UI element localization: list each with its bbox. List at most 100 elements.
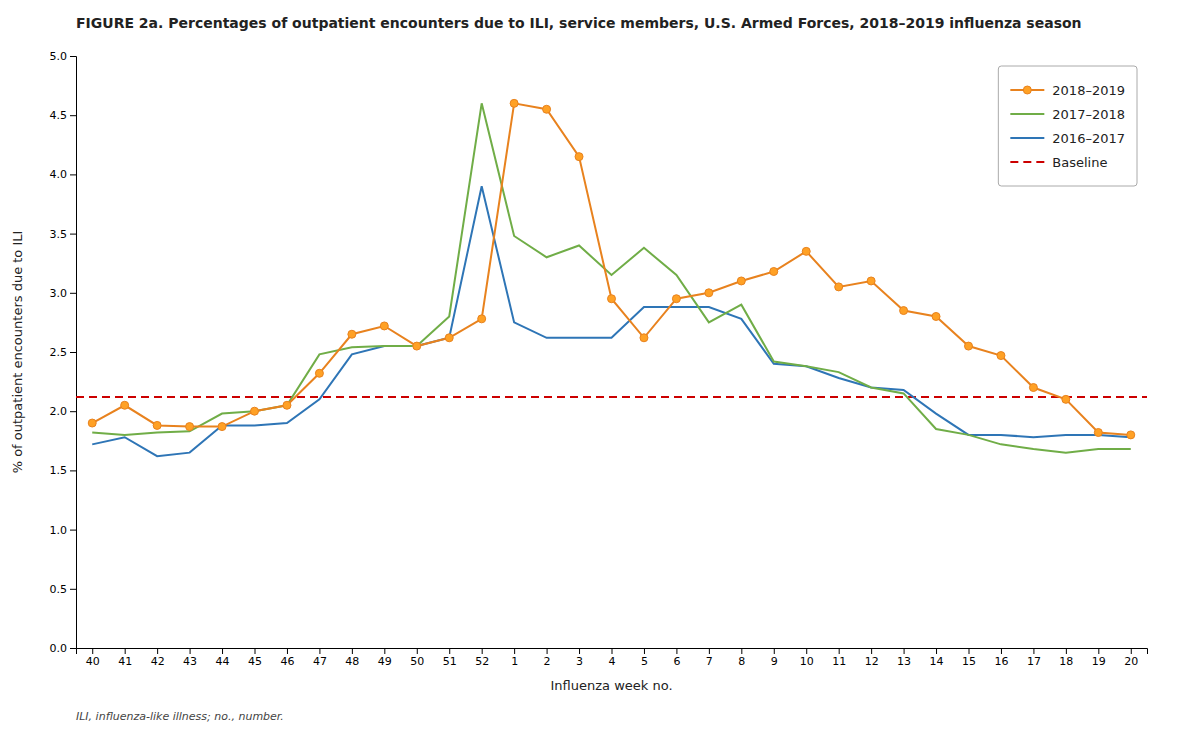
point xyxy=(802,247,810,255)
x-tick-mark xyxy=(255,648,256,654)
series-group xyxy=(92,186,1131,456)
point xyxy=(867,277,875,285)
x-tick-label: 52 xyxy=(475,655,489,668)
point xyxy=(218,423,226,431)
y-tick-mark xyxy=(70,648,76,649)
x-tick-mark xyxy=(871,648,872,654)
x-tick-label: 1 xyxy=(511,655,518,668)
x-tick-label: 40 xyxy=(86,655,100,668)
marks xyxy=(76,99,1147,456)
point xyxy=(413,342,421,350)
x-tick: 44 xyxy=(216,648,230,668)
y-tick: 2.0 xyxy=(50,405,77,418)
x-tick: 43 xyxy=(183,648,197,668)
x-tick-mark xyxy=(806,648,807,654)
x-tick-mark xyxy=(157,648,158,654)
x-tick-mark xyxy=(969,648,970,654)
x-tick-label: 7 xyxy=(706,655,713,668)
point xyxy=(1029,384,1037,392)
x-tick: 51 xyxy=(443,648,457,668)
y-tick-mark xyxy=(70,470,76,471)
series-line xyxy=(92,103,1131,435)
legend-swatch xyxy=(1010,161,1044,163)
footnote: ILI, influenza-like illness; no., number… xyxy=(76,710,284,723)
y-tick-label: 2.0 xyxy=(50,405,68,418)
x-axis: 4041424344454647484950515212345678910111… xyxy=(77,648,1148,668)
y-tick: 1.0 xyxy=(50,524,77,537)
y-tick-mark xyxy=(70,530,76,531)
x-tick: 18 xyxy=(1059,648,1073,668)
legend: 2018–20192017–20182016–2017Baseline xyxy=(998,66,1137,186)
y-tick: 4.0 xyxy=(50,168,77,181)
point xyxy=(835,283,843,291)
point xyxy=(186,423,194,431)
x-tick-mark xyxy=(676,648,677,654)
legend-entry: Baseline xyxy=(1010,155,1107,170)
x-tick: 50 xyxy=(410,648,424,668)
x-tick: 40 xyxy=(86,648,100,668)
y-tick: 0.5 xyxy=(50,583,77,596)
x-tick: 19 xyxy=(1092,648,1106,668)
x-tick-label: 5 xyxy=(641,655,648,668)
y-tick: 0.0 xyxy=(50,642,77,655)
x-tick-mark xyxy=(1098,648,1099,654)
x-tick: 15 xyxy=(962,648,976,668)
x-tick-mark xyxy=(741,648,742,654)
y-tick-label: 4.0 xyxy=(50,168,68,181)
point xyxy=(88,419,96,427)
legend-box xyxy=(998,66,1137,186)
y-tick-label: 1.0 xyxy=(50,524,68,537)
y-tick-mark xyxy=(70,352,76,353)
x-tick: 20 xyxy=(1124,648,1138,668)
legend-label: Baseline xyxy=(1052,155,1107,170)
y-tick: 3.0 xyxy=(50,287,77,300)
point xyxy=(770,267,778,275)
x-tick-label: 49 xyxy=(378,655,392,668)
point xyxy=(575,153,583,161)
x-tick-label: 4 xyxy=(609,655,616,668)
x-tick-label: 19 xyxy=(1092,655,1106,668)
point xyxy=(608,295,616,303)
x-tick-label: 44 xyxy=(216,655,230,668)
x-tick: 42 xyxy=(151,648,165,668)
y-tick: 3.5 xyxy=(50,228,77,241)
y-tick-label: 4.5 xyxy=(50,109,68,122)
x-tick-label: 46 xyxy=(280,655,294,668)
y-tick: 1.5 xyxy=(50,464,77,477)
x-tick: 41 xyxy=(118,648,132,668)
x-tick: 10 xyxy=(800,648,814,668)
baseline xyxy=(76,396,1147,398)
x-tick-label: 45 xyxy=(248,655,262,668)
y-tick: 2.5 xyxy=(50,346,77,359)
x-tick-label: 10 xyxy=(800,655,814,668)
title: FIGURE 2a. Percentages of outpatient enc… xyxy=(76,15,1082,31)
x-tick-mark xyxy=(449,648,450,654)
y-tick-label: 3.5 xyxy=(50,228,68,241)
series-line xyxy=(92,186,1131,456)
point xyxy=(1062,395,1070,403)
x-tick-label: 47 xyxy=(313,655,327,668)
x-tick-mark xyxy=(1066,648,1067,654)
x-tick-label: 20 xyxy=(1124,655,1138,668)
x-tick-label: 8 xyxy=(738,655,745,668)
x-tick-mark xyxy=(222,648,223,654)
x-tick-mark xyxy=(936,648,937,654)
x-tick-mark xyxy=(579,648,580,654)
x-tick-label: 42 xyxy=(151,655,165,668)
x-tick: 47 xyxy=(313,648,327,668)
x-tick-label: 50 xyxy=(410,655,424,668)
legend-swatch xyxy=(1010,137,1044,139)
point xyxy=(478,315,486,323)
y-tick-mark xyxy=(70,56,76,57)
y-tick-label: 0.5 xyxy=(50,583,68,596)
point xyxy=(1127,431,1135,439)
y-axis-title: % of outpatient encounters due to ILI xyxy=(10,231,25,474)
x-axis-line xyxy=(77,649,1148,655)
x-tick: 5 xyxy=(641,648,648,668)
point xyxy=(348,330,356,338)
x-tick-label: 16 xyxy=(994,655,1008,668)
y-tick-mark xyxy=(70,234,76,235)
legend-entry: 2016–2017 xyxy=(1010,131,1125,146)
x-tick: 4 xyxy=(609,648,616,668)
y-tick-mark xyxy=(70,293,76,294)
